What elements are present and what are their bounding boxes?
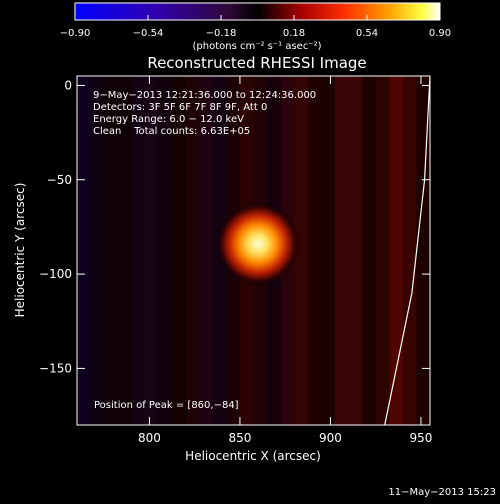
annotation-detectors: Detectors: 3F 5F 6F 7F 8F 9F, Att 0 [93,102,267,113]
background-band [334,76,350,425]
background-band [158,76,174,425]
x-tick-label: 800 [138,431,161,445]
y-tick-label: −100 [39,267,72,281]
background-band [307,76,323,425]
flare-source-peak [216,201,301,286]
x-tick-label: 850 [228,431,251,445]
annotation-peak-position: Position of Peak = [860,−84] [94,400,239,411]
colorbar-unit-label: (photons cm⁻² s⁻¹ asec⁻²) [192,41,321,52]
background-band [172,76,187,425]
x-tick-label: 950 [409,431,432,445]
annotation-method: Clean Total counts: 6.63E+05 [93,126,250,137]
background-band [321,76,336,425]
x-axis-label: Heliocentric X (arcsec) [185,449,321,463]
y-tick-label: 0 [64,78,72,92]
colorbar-tick-label: 0.90 [429,28,451,39]
background-band [131,76,146,425]
chart-title: Reconstructed RHESSI Image [147,54,366,72]
colorbar-tick-label: −0.18 [206,28,237,39]
footer-timestamp: 11−May−2013 15:23 [388,487,496,498]
x-tick-label: 900 [319,431,342,445]
colorbar [74,2,441,21]
plot-image-area [77,76,430,425]
background-band [104,76,119,425]
plot-frame [76,75,431,426]
background-band [375,76,391,425]
axis-ticks: 800 850 900 950 0 −50 −100 −150 [39,76,432,445]
annotation-time-range: 9−May−2013 12:21:36.000 to 12:24:36.000 [93,90,316,101]
background-band [90,76,106,425]
background-band [185,76,201,425]
background-band [199,76,214,425]
y-tick-label: −150 [39,361,72,375]
background-band [294,76,309,425]
background-band [416,76,430,425]
y-axis-label: Heliocentric Y (arcsec) [13,183,27,318]
solar-limb-line [384,76,430,425]
background-band [362,76,377,425]
background-band [144,76,160,425]
background-band [348,76,364,425]
colorbar-tick-label: −0.90 [60,28,91,39]
annotation-energy: Energy Range: 6.0 − 12.0 keV [93,114,244,125]
colorbar-tick-label: 0.18 [283,28,305,39]
background-band [402,76,418,425]
y-tick-label: −50 [47,173,72,187]
background-band [389,76,404,425]
background-band [117,76,133,425]
colorbar-tick-label: 0.54 [356,28,378,39]
colorbar-tick-label: −0.54 [133,28,164,39]
colorbar-ticks: −0.90 −0.54 −0.18 0.18 0.54 0.90 [60,15,451,39]
background-band [77,76,92,425]
